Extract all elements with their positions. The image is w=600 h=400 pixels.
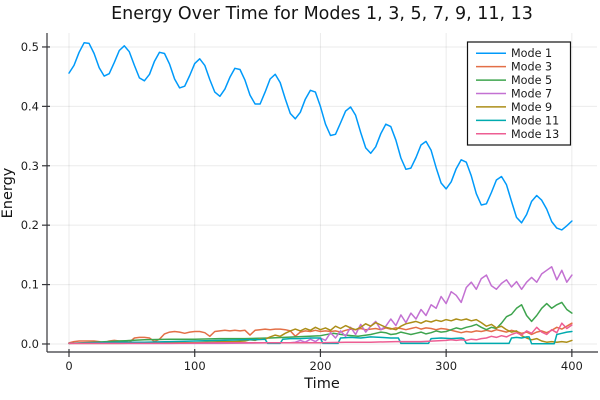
series-line-mode-3: [68, 322, 573, 344]
x-tick-label-100: 100: [184, 359, 206, 373]
legend-label-mode-3: Mode 3: [511, 61, 552, 74]
y-tick-label-0.5: 0.5: [21, 40, 39, 54]
x-tick-label-200: 200: [309, 359, 331, 373]
series-line-mode-13: [68, 322, 573, 345]
series-line-mode-1: [68, 42, 573, 231]
series-line-mode-5: [68, 301, 573, 345]
series-line-mode-7: [68, 266, 573, 345]
x-axis-label: Time: [304, 376, 340, 392]
x-tick-label-400: 400: [561, 359, 583, 373]
chart-title: Energy Over Time for Modes 1, 3, 5, 7, 9…: [111, 4, 533, 24]
y-axis-label: Energy: [0, 167, 16, 219]
series-line-mode-11: [68, 330, 573, 345]
legend-label-mode-1: Mode 1: [511, 47, 552, 60]
y-tick-label-0.0: 0.0: [21, 337, 39, 351]
y-tick-label-0.2: 0.2: [21, 218, 39, 232]
legend-label-mode-9: Mode 9: [511, 101, 552, 114]
legend-label-mode-7: Mode 7: [511, 88, 552, 101]
legend-label-mode-11: Mode 11: [511, 114, 559, 127]
y-tick-label-0.3: 0.3: [21, 159, 39, 173]
legend-label-mode-5: Mode 5: [511, 74, 552, 87]
y-tick-label-0.4: 0.4: [21, 99, 39, 113]
x-tick-label-300: 300: [435, 359, 457, 373]
legend-label-mode-13: Mode 13: [511, 128, 559, 141]
x-tick-label-0: 0: [65, 359, 72, 373]
y-tick-label-0.1: 0.1: [21, 278, 39, 292]
